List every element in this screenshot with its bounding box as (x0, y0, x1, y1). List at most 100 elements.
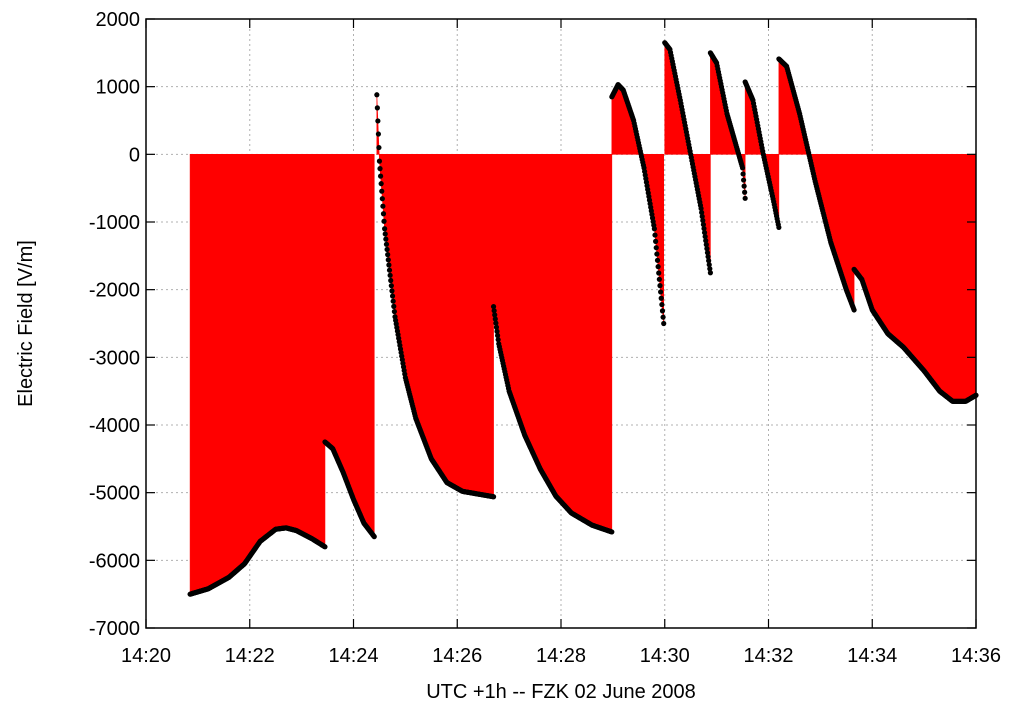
data-point (659, 301, 665, 308)
y-tick-label: -6000 (89, 550, 140, 572)
data-point (700, 221, 706, 228)
x-tick-label: 14:34 (847, 645, 897, 667)
data-point (658, 295, 664, 301)
y-tick-label: -7000 (89, 618, 140, 640)
data-point (386, 262, 392, 268)
data-markers (187, 40, 979, 597)
data-point (656, 276, 662, 282)
data-point (661, 320, 667, 327)
data-point (707, 266, 713, 272)
data-point (391, 303, 397, 309)
x-tick-label: 14:26 (432, 645, 482, 667)
y-tick-label: -5000 (89, 483, 140, 505)
data-point (653, 238, 659, 244)
x-tick-label: 14:30 (640, 645, 690, 667)
data-point (702, 233, 708, 240)
data-point (382, 226, 388, 232)
x-tick-label: 14:32 (743, 645, 793, 667)
data-point (609, 529, 615, 535)
y-tick-label: -3000 (89, 347, 140, 369)
data-point (494, 332, 501, 339)
data-point (651, 226, 657, 232)
data-point (380, 203, 386, 209)
data-point (740, 171, 746, 177)
data-point (703, 238, 709, 244)
data-point (371, 534, 377, 540)
data-point (490, 303, 497, 310)
y-axis-title: Electric Field [V/m] (15, 240, 37, 407)
data-point (657, 283, 663, 289)
data-point (656, 270, 662, 276)
data-point (706, 258, 712, 264)
data-point (380, 211, 387, 217)
area-fill (611, 84, 665, 324)
data-point (376, 144, 382, 151)
y-tick-label: -4000 (89, 415, 140, 437)
data-point (322, 544, 328, 550)
data-point (490, 494, 497, 500)
y-tick-label: 0 (129, 144, 140, 166)
data-point (739, 165, 746, 171)
x-tick-label: 14:36 (951, 645, 1001, 667)
area-fill (710, 51, 746, 199)
data-point (741, 177, 747, 183)
data-point (704, 250, 711, 256)
data-point (653, 245, 659, 251)
x-axis-title: UTC +1h -- FZK 02 June 2008 (426, 681, 696, 703)
data-point (383, 241, 390, 247)
data-point (699, 209, 705, 216)
data-point (741, 183, 747, 189)
data-point (391, 308, 397, 315)
data-point (654, 257, 661, 263)
data-point (388, 283, 394, 289)
data-point (658, 289, 664, 295)
data-point (492, 312, 498, 318)
data-point (701, 225, 707, 232)
area-fills (189, 41, 977, 595)
data-point (493, 320, 499, 326)
data-point (492, 316, 498, 322)
data-point (654, 251, 660, 257)
data-point (382, 231, 388, 237)
data-point (655, 264, 661, 270)
data-point (494, 328, 500, 334)
data-point (377, 166, 383, 172)
data-point (379, 196, 385, 202)
data-point (375, 118, 381, 124)
data-point (659, 308, 666, 314)
data-point (652, 232, 658, 238)
data-point (776, 224, 782, 231)
data-point (742, 189, 748, 195)
data-point (385, 257, 391, 263)
x-tick-label: 14:20 (121, 645, 171, 667)
area-fill (493, 154, 613, 533)
data-point (389, 288, 395, 294)
data-point (703, 242, 709, 248)
data-point (381, 218, 387, 224)
data-point (376, 158, 383, 164)
data-point (660, 314, 666, 320)
data-point (385, 252, 391, 258)
data-point (705, 254, 711, 260)
y-tick-label: 1000 (96, 77, 141, 99)
data-point (701, 229, 708, 236)
data-point (389, 293, 396, 299)
data-point (384, 246, 390, 253)
data-point (379, 188, 385, 194)
y-tick-label: -2000 (89, 280, 140, 302)
area-fill (324, 154, 375, 538)
data-point (742, 195, 748, 201)
data-point (700, 217, 706, 224)
y-tick-label: 2000 (96, 9, 141, 31)
data-point (375, 131, 381, 137)
data-point (383, 236, 389, 242)
data-point (495, 337, 501, 343)
x-tick-label: 14:22 (225, 645, 275, 667)
data-point (374, 105, 380, 111)
data-point (707, 270, 714, 276)
data-point (386, 267, 393, 273)
data-point (491, 308, 497, 314)
data-point (374, 92, 380, 98)
x-tick-label: 14:28 (536, 645, 586, 667)
